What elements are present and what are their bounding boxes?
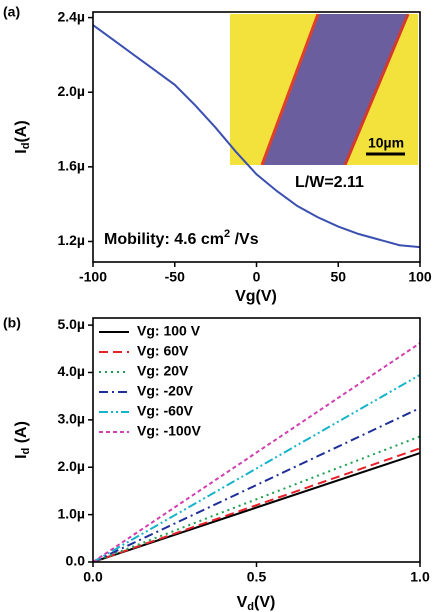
- y-axis-label-sub: d: [20, 143, 32, 150]
- x-axis-label: Vg(V): [235, 288, 277, 305]
- x-tick-label: 0.0: [83, 569, 103, 585]
- x-axis-label-sub: d: [247, 601, 254, 612]
- legend-label: Vg: -100V: [137, 423, 201, 439]
- annotation-text: /Vs: [230, 231, 259, 248]
- data-line: [93, 453, 420, 562]
- legend-label: Vg: 60V: [137, 343, 189, 359]
- y-tick-label: 4.0µ: [57, 363, 85, 379]
- x-tick-label: 0: [253, 269, 261, 285]
- legend-label: Vg: 100 V: [137, 323, 201, 339]
- figure: (a) (b) 10µm L/W=2.11 Mobility: 4.6 cm2 …: [0, 0, 435, 612]
- x-tick-label: -50: [165, 269, 185, 285]
- annotation: L/W=2.11: [295, 174, 364, 191]
- x-tick-label: 100: [408, 269, 432, 285]
- data-line: [93, 436, 420, 562]
- panel-label: (a): [3, 4, 20, 20]
- x-tick-label: 50: [330, 269, 346, 285]
- y-tick-label: 1.2µ: [57, 232, 85, 248]
- x-axis-label: Vd(V): [237, 594, 276, 612]
- y-tick-label: 5.0µ: [57, 316, 85, 332]
- y-tick-label: 2.0µ: [57, 83, 85, 99]
- x-axis-label-part: (V): [254, 594, 275, 611]
- y-tick-label: 1.0µ: [57, 505, 85, 521]
- x-tick-label: -100: [79, 269, 107, 285]
- annotation-text: Mobility: 4.6 cm: [104, 231, 224, 248]
- scale-bar-label: 10µm: [368, 135, 404, 151]
- annotation: Mobility: 4.6 cm2 /Vs: [104, 228, 259, 248]
- y-axis-label-part: (A): [13, 421, 30, 448]
- legend-label: Vg: -20V: [137, 383, 194, 399]
- y-tick-label: 2.4µ: [57, 8, 85, 24]
- panel-label: (b): [3, 315, 21, 331]
- legend-label: Vg: 20V: [137, 363, 189, 379]
- y-axis-label-part: (A): [13, 120, 30, 142]
- y-axis-label: Id(A): [13, 120, 32, 153]
- x-tick-label: 0.5: [247, 569, 267, 585]
- y-tick-label: 0.0: [66, 553, 86, 569]
- y-tick-label: 2.0µ: [57, 458, 85, 474]
- legend-label: Vg: -60V: [137, 403, 194, 419]
- x-axis-label-part: V: [237, 594, 248, 611]
- y-tick-label: 3.0µ: [57, 411, 85, 427]
- y-axis-label: Id (A): [13, 421, 32, 459]
- x-tick-label: 1.0: [410, 569, 430, 585]
- y-tick-label: 1.6µ: [57, 158, 85, 174]
- y-axis-label-sub: d: [20, 448, 32, 455]
